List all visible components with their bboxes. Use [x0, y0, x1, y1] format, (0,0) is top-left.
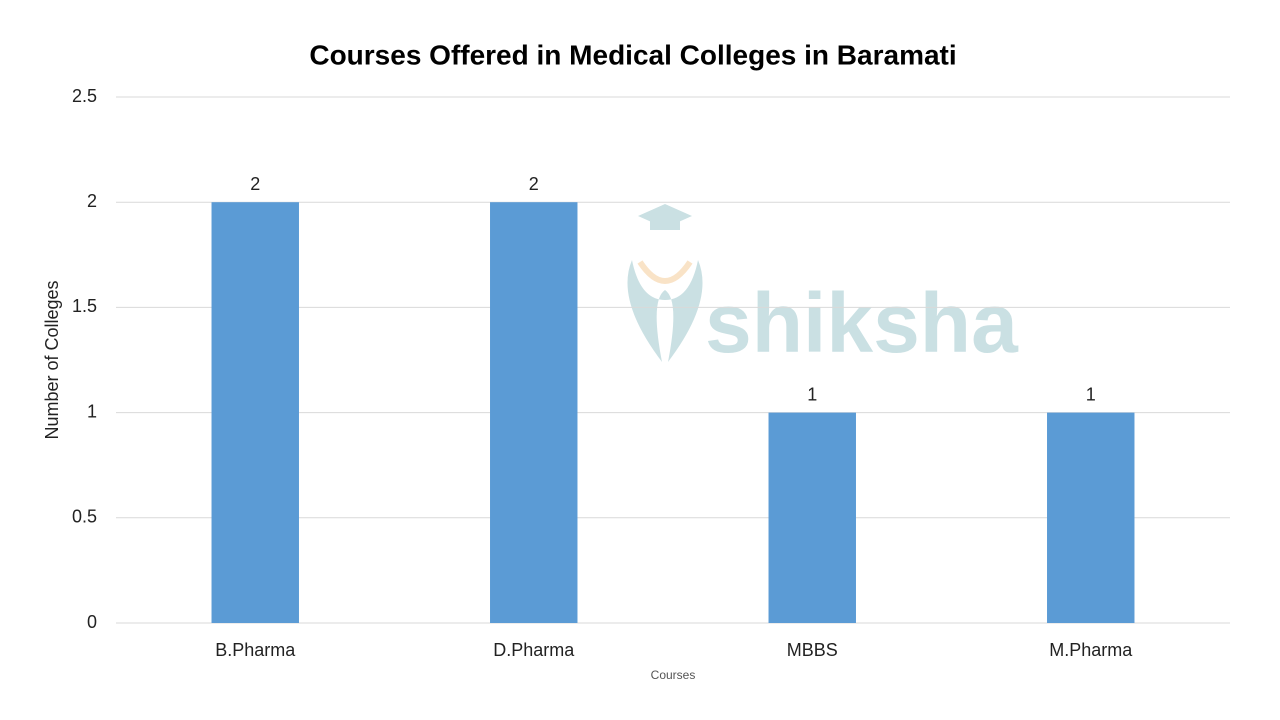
y-tick-label: 1	[87, 401, 97, 421]
x-tick-label: MBBS	[787, 640, 838, 660]
bar	[1047, 412, 1135, 623]
y-tick-label: 2.5	[72, 86, 97, 106]
watermark-cap	[638, 204, 692, 228]
data-label: 2	[529, 174, 539, 194]
watermark-drop	[627, 260, 703, 362]
watermark-arc	[637, 260, 693, 284]
x-tick-label: M.Pharma	[1049, 640, 1133, 660]
y-tick-label: 2	[87, 191, 97, 211]
x-tick-label: D.Pharma	[493, 640, 575, 660]
watermark-text: shiksha	[705, 276, 1019, 370]
watermark: shiksha	[627, 204, 1019, 370]
data-label: 1	[807, 384, 817, 404]
watermark-cap-base	[650, 216, 680, 230]
bar	[211, 202, 299, 623]
chart-title: Courses Offered in Medical Colleges in B…	[309, 39, 956, 70]
bar	[490, 202, 578, 623]
bar	[768, 412, 856, 623]
y-tick-label: 1.5	[72, 296, 97, 316]
y-axis-label: Number of Colleges	[42, 280, 62, 439]
y-tick-label: 0	[87, 612, 97, 632]
x-tick-label: B.Pharma	[215, 640, 296, 660]
x-axis-label: Courses	[651, 668, 696, 682]
data-label: 1	[1086, 384, 1096, 404]
data-label: 2	[250, 174, 260, 194]
y-tick-label: 0.5	[72, 507, 97, 527]
